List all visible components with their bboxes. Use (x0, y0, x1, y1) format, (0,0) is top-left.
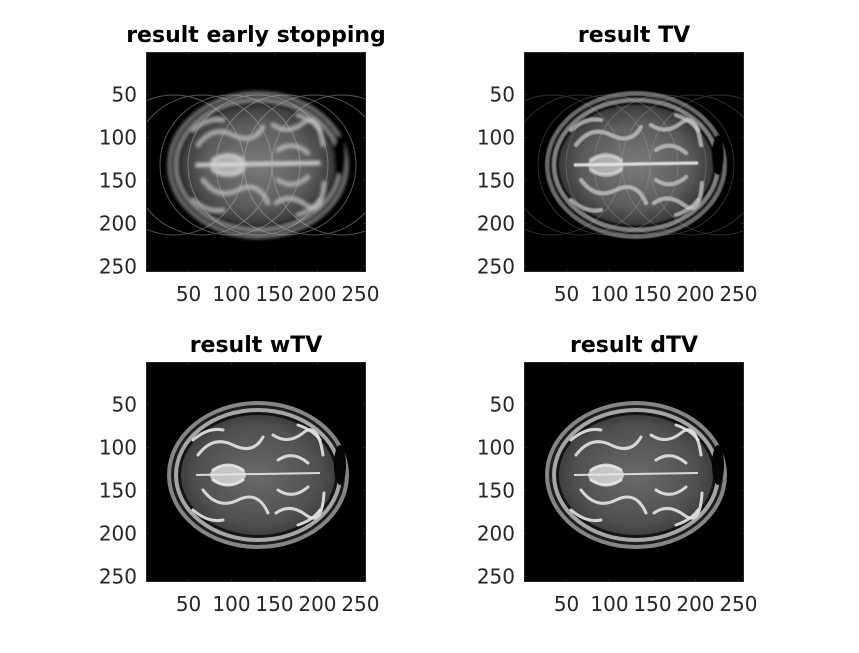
x-tick-label: 200 (298, 282, 336, 306)
brain-image-dtv (545, 401, 727, 549)
panel-title: result wTV (190, 333, 323, 358)
brain-image-tv (545, 91, 727, 239)
y-tick-label: 250 (477, 564, 515, 588)
x-tick-label: 50 (554, 282, 579, 306)
y-tick-label: 50 (112, 83, 137, 107)
y-tick-label: 100 (99, 436, 137, 460)
y-tick-label: 100 (477, 126, 515, 150)
y-tick-label: 50 (490, 393, 515, 417)
y-tick-label: 200 (477, 211, 515, 235)
panel-title: result TV (578, 23, 690, 48)
y-tick-label: 250 (99, 564, 137, 588)
x-tick-label: 200 (676, 592, 714, 616)
x-tick-label: 250 (341, 592, 379, 616)
x-tick-label: 150 (255, 592, 293, 616)
x-tick-label: 250 (719, 592, 757, 616)
panel-title: result early stopping (126, 23, 386, 48)
x-tick-label: 200 (676, 282, 714, 306)
x-tick-label: 50 (176, 592, 201, 616)
x-tick-label: 100 (590, 592, 628, 616)
y-tick-label: 150 (99, 168, 137, 192)
x-tick-label: 100 (212, 592, 250, 616)
x-tick-label: 100 (212, 282, 250, 306)
y-tick-label: 200 (99, 521, 137, 545)
y-tick-label: 100 (99, 126, 137, 150)
axes-frame (524, 52, 744, 272)
brain-image-early-stopping (167, 91, 349, 239)
axes-frame (524, 362, 744, 582)
y-tick-label: 250 (99, 254, 137, 278)
y-tick-label: 200 (99, 211, 137, 235)
x-tick-label: 100 (590, 282, 628, 306)
x-tick-label: 50 (554, 592, 579, 616)
y-tick-label: 100 (477, 436, 515, 460)
panel-title: result dTV (570, 333, 698, 358)
y-tick-label: 250 (477, 254, 515, 278)
y-tick-label: 50 (490, 83, 515, 107)
x-tick-label: 50 (176, 282, 201, 306)
axes-frame (146, 52, 366, 272)
x-tick-label: 200 (298, 592, 336, 616)
y-tick-label: 50 (112, 393, 137, 417)
y-tick-label: 150 (477, 168, 515, 192)
x-tick-label: 250 (341, 282, 379, 306)
x-tick-label: 150 (633, 592, 671, 616)
y-tick-label: 150 (99, 478, 137, 502)
axes-frame (146, 362, 366, 582)
x-tick-label: 250 (719, 282, 757, 306)
y-tick-label: 200 (477, 521, 515, 545)
x-tick-label: 150 (255, 282, 293, 306)
y-tick-label: 150 (477, 478, 515, 502)
brain-image-wtv (167, 401, 349, 549)
x-tick-label: 150 (633, 282, 671, 306)
